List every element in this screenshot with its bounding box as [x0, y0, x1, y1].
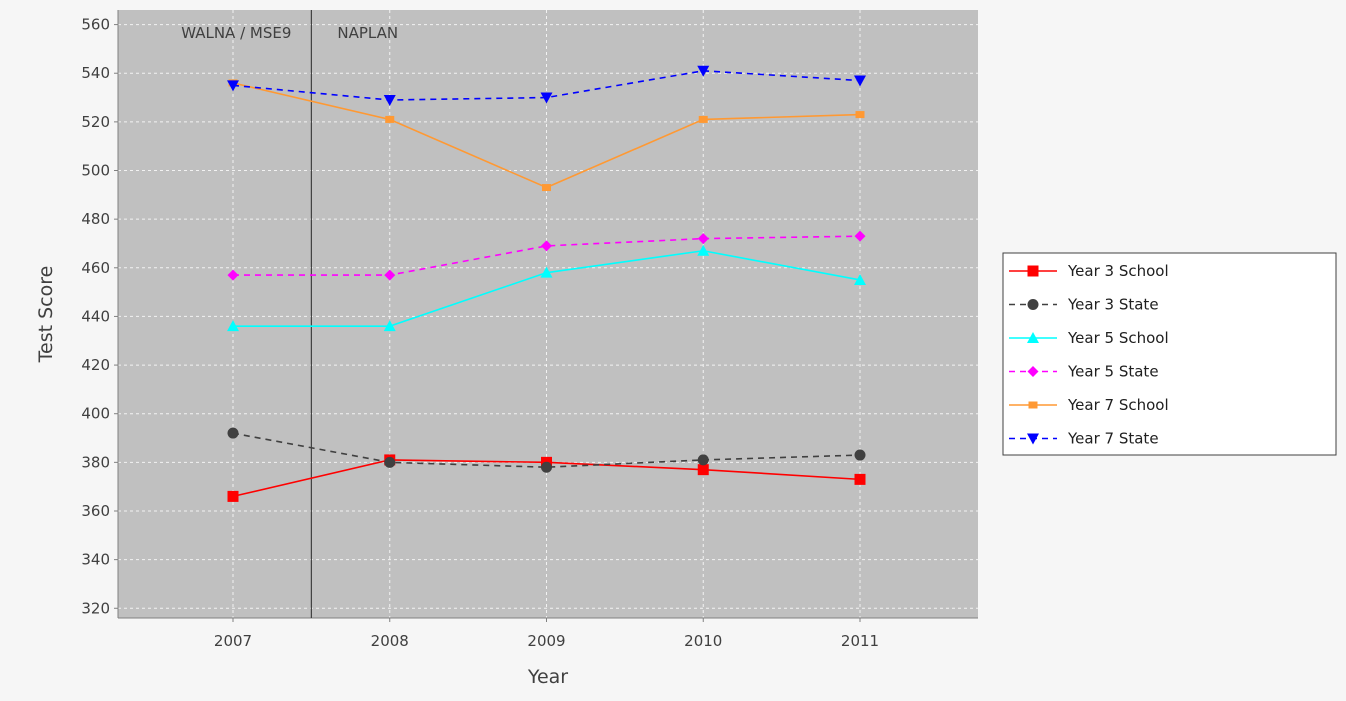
legend-marker-year-5-school [1027, 332, 1039, 343]
data-point-year-7-state [383, 94, 396, 106]
data-point-year-5-state [697, 233, 709, 245]
legend-marker-year-3-school [1027, 265, 1039, 277]
data-point-year-3-state [384, 456, 396, 468]
plot-area [118, 10, 978, 618]
y-tick-label: 520 [81, 113, 110, 131]
y-tick-label: 460 [81, 259, 110, 277]
data-point-year-7-school [855, 111, 865, 119]
data-point-year-3-state [697, 454, 709, 466]
marker-label-left: WALNA / MSE9 [181, 24, 291, 42]
x-tick-label: 2010 [684, 632, 722, 650]
legend-label-year-3-school: Year 3 School [1067, 262, 1169, 280]
legend-box [1002, 252, 1337, 456]
legend-marker-year-5-state [1027, 366, 1039, 377]
y-tick-label: 560 [81, 16, 110, 34]
data-point-year-7-school [542, 184, 551, 192]
data-point-year-5-state [854, 230, 866, 242]
data-point-year-7-school [698, 115, 708, 123]
data-point-year-7-state [854, 75, 866, 87]
y-tick-label: 340 [81, 551, 110, 569]
x-axis-title: Year [527, 666, 568, 688]
x-tick-label: 2007 [214, 632, 252, 650]
y-tick-label: 360 [81, 502, 110, 520]
gridlines [118, 10, 978, 618]
legend-marker-year-7-school [1028, 401, 1038, 409]
series-line-year-5-state [233, 235, 861, 276]
y-tick-label: 380 [81, 453, 110, 471]
data-point-year-3-school [227, 490, 239, 502]
x-tick-label: 2008 [371, 632, 409, 650]
legend-marker-year-7-state [1027, 433, 1039, 445]
x-tick-label: 2009 [527, 632, 565, 650]
data-point-year-5-state [227, 269, 239, 281]
legend-label-year-3-state: Year 3 State [1067, 296, 1159, 314]
data-point-year-5-state [384, 269, 396, 281]
data-point-year-7-state [227, 80, 239, 92]
data-point-year-3-state [854, 449, 866, 461]
legend-label-year-7-school: Year 7 School [1067, 396, 1169, 414]
y-tick-label: 420 [81, 356, 110, 374]
y-axis-title: Test Score [35, 266, 57, 364]
data-point-year-7-state [540, 92, 553, 104]
data-point-year-5-school [854, 273, 866, 285]
legend-label-year-7-state: Year 7 State [1067, 430, 1159, 448]
data-point-year-7-state [697, 65, 710, 77]
y-tick-label: 500 [81, 162, 110, 180]
data-point-year-5-school [540, 266, 553, 278]
marker-label-right: NAPLAN [337, 24, 398, 42]
annotations: WALNA / MSE9 NAPLAN [181, 10, 398, 618]
data-point-year-3-state [541, 461, 552, 473]
data-point-year-3-school [854, 473, 866, 485]
data-point-year-5-school [227, 320, 239, 332]
data-point-year-5-school [383, 320, 396, 332]
series-lines [227, 65, 866, 502]
data-point-year-3-state [227, 427, 239, 439]
data-point-year-5-state [541, 240, 552, 252]
y-tick-label: 540 [81, 64, 110, 82]
data-point-year-5-school [697, 244, 710, 256]
axes: 320 340 360 380 400 420 440 460 480 500 520 540 560 2… [81, 10, 978, 650]
legend-label-year-5-state: Year 5 State [1067, 363, 1159, 381]
legend-label-year-5-school: Year 5 School [1067, 329, 1169, 347]
data-point-year-7-school [385, 115, 395, 123]
legend-marker-year-3-state [1027, 299, 1039, 310]
legend: Year 3 School Year 3 State Year 5 School Ye… [1002, 252, 1337, 456]
x-tick-label: 2011 [841, 632, 879, 650]
y-tick-label: 320 [81, 599, 110, 617]
y-tick-label: 480 [81, 210, 110, 228]
data-point-year-3-school [697, 464, 709, 476]
series-line-year-7-state [232, 69, 861, 101]
y-tick-label: 400 [81, 405, 110, 423]
y-tick-label: 440 [81, 307, 110, 325]
